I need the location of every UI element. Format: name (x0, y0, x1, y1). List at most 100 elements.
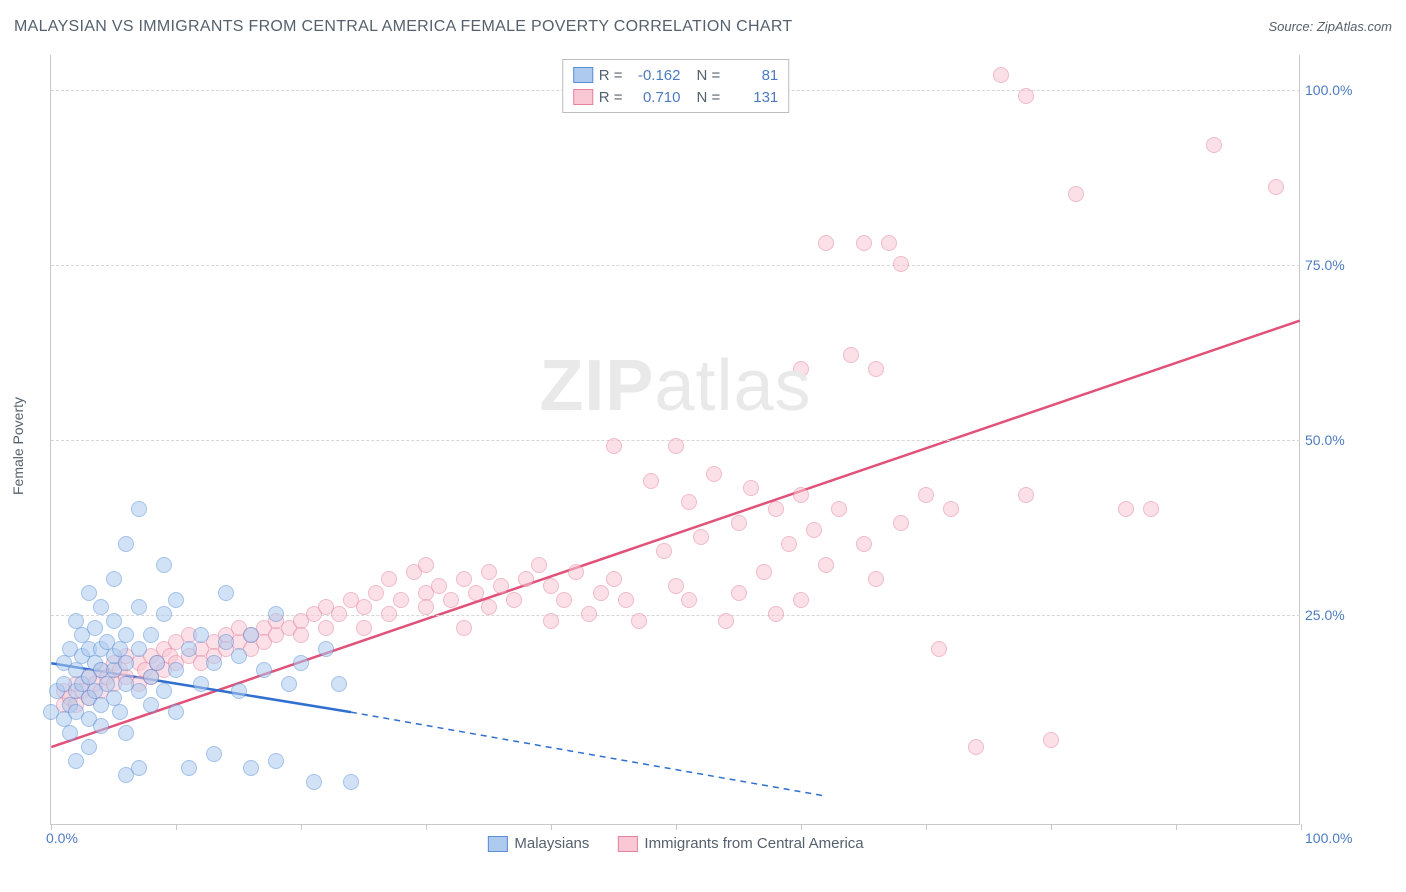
scatter-point (943, 501, 959, 517)
scatter-point (431, 578, 447, 594)
scatter-point (868, 361, 884, 377)
y-axis-title: Female Poverty (10, 397, 26, 495)
scatter-point (793, 361, 809, 377)
x-tick (801, 824, 802, 830)
scatter-point (68, 753, 84, 769)
scatter-point (706, 466, 722, 482)
legend-swatch-pink (573, 89, 593, 105)
scatter-point (1118, 501, 1134, 517)
scatter-point (856, 536, 872, 552)
x-tick (551, 824, 552, 830)
scatter-point (106, 571, 122, 587)
n-value-blue: 81 (728, 67, 778, 84)
scatter-point (281, 676, 297, 692)
scatter-point (331, 676, 347, 692)
scatter-point (231, 683, 247, 699)
scatter-point (356, 620, 372, 636)
scatter-point (718, 613, 734, 629)
scatter-point (181, 760, 197, 776)
correlation-legend: R =-0.162 N =81 R =0.710 N =131 (562, 59, 790, 113)
source-attribution: Source: ZipAtlas.com (1268, 19, 1392, 34)
scatter-point (606, 438, 622, 454)
scatter-point (356, 599, 372, 615)
scatter-point (506, 592, 522, 608)
scatter-point (793, 487, 809, 503)
scatter-point (543, 578, 559, 594)
scatter-point (668, 438, 684, 454)
n-value-pink: 131 (728, 89, 778, 106)
scatter-point (293, 655, 309, 671)
scatter-point (318, 620, 334, 636)
scatter-point (343, 774, 359, 790)
scatter-point (306, 774, 322, 790)
scatter-point (918, 487, 934, 503)
legend-label-pink: Immigrants from Central America (644, 835, 863, 852)
scatter-point (168, 704, 184, 720)
scatter-point (87, 620, 103, 636)
scatter-point (118, 627, 134, 643)
scatter-point (393, 592, 409, 608)
scatter-point (118, 655, 134, 671)
scatter-point (556, 592, 572, 608)
scatter-point (731, 585, 747, 601)
chart-title: MALAYSIAN VS IMMIGRANTS FROM CENTRAL AME… (14, 18, 793, 36)
scatter-point (149, 655, 165, 671)
x-axis-min-label: 0.0% (46, 830, 78, 846)
scatter-point (193, 676, 209, 692)
scatter-point (131, 683, 147, 699)
chart-plot-area: ZIPatlas R =-0.162 N =81 R =0.710 N =131… (50, 55, 1300, 825)
scatter-point (868, 571, 884, 587)
scatter-point (1206, 137, 1222, 153)
x-tick (176, 824, 177, 830)
scatter-point (893, 256, 909, 272)
scatter-point (456, 620, 472, 636)
scatter-point (518, 571, 534, 587)
scatter-point (606, 571, 622, 587)
r-value-pink: 0.710 (631, 89, 681, 106)
scatter-point (256, 662, 272, 678)
scatter-point (118, 536, 134, 552)
scatter-point (156, 557, 172, 573)
x-tick (51, 824, 52, 830)
scatter-point (112, 704, 128, 720)
scatter-point (156, 606, 172, 622)
scatter-point (818, 557, 834, 573)
scatter-point (531, 557, 547, 573)
scatter-point (768, 501, 784, 517)
scatter-point (856, 235, 872, 251)
y-tick-label: 50.0% (1305, 432, 1360, 448)
scatter-point (181, 641, 197, 657)
scatter-point (156, 683, 172, 699)
x-tick (426, 824, 427, 830)
scatter-point (143, 627, 159, 643)
scatter-point (818, 235, 834, 251)
scatter-point (62, 725, 78, 741)
scatter-point (218, 585, 234, 601)
scatter-point (143, 697, 159, 713)
scatter-point (218, 634, 234, 650)
scatter-point (781, 536, 797, 552)
r-value-blue: -0.162 (631, 67, 681, 84)
scatter-point (131, 760, 147, 776)
scatter-point (493, 578, 509, 594)
scatter-point (93, 599, 109, 615)
scatter-point (318, 641, 334, 657)
x-tick (301, 824, 302, 830)
scatter-point (668, 578, 684, 594)
scatter-point (143, 669, 159, 685)
series-legend: Malaysians Immigrants from Central Ameri… (487, 835, 863, 852)
scatter-point (468, 585, 484, 601)
scatter-point (206, 655, 222, 671)
scatter-point (206, 746, 222, 762)
y-tick-label: 25.0% (1305, 607, 1360, 623)
scatter-point (193, 627, 209, 643)
scatter-point (243, 760, 259, 776)
scatter-point (693, 529, 709, 545)
scatter-point (1143, 501, 1159, 517)
scatter-point (618, 592, 634, 608)
scatter-point (806, 522, 822, 538)
gridline (51, 615, 1300, 616)
scatter-point (1018, 487, 1034, 503)
scatter-point (418, 599, 434, 615)
x-tick (1301, 824, 1302, 830)
